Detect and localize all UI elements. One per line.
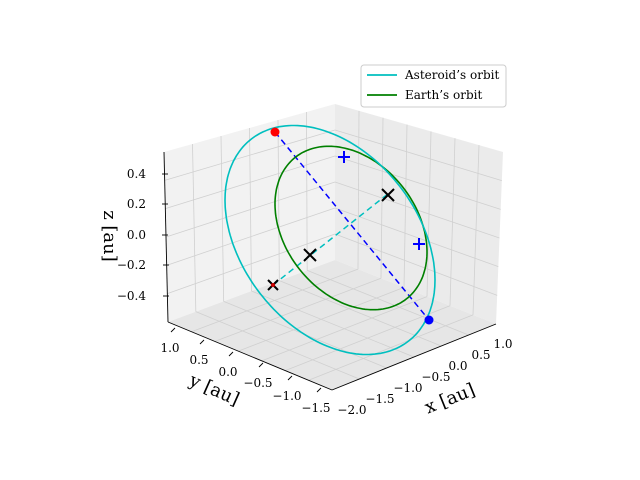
y-tick-label: −1.0 xyxy=(272,389,301,403)
grid-line xyxy=(308,314,474,381)
perihelion-marker xyxy=(424,315,434,325)
plus-marker-upper xyxy=(338,151,350,163)
y-tick-label: 1.0 xyxy=(160,341,179,355)
y-tick-label: 0.0 xyxy=(218,365,237,379)
x-tick-label: 0.0 xyxy=(448,359,467,373)
x-axis-label: x [au] xyxy=(422,379,478,418)
z-axis-line xyxy=(163,151,169,323)
x-tick-label: −0.5 xyxy=(421,370,450,384)
grid-line xyxy=(214,277,382,342)
plus-marker-lower xyxy=(413,238,425,250)
y-tick-label: 0.5 xyxy=(189,353,208,367)
y-tick-mark xyxy=(316,387,322,393)
node-x-marker-2 xyxy=(303,248,317,262)
axis-lines xyxy=(163,151,497,391)
y-axis-line xyxy=(167,321,333,391)
grid-line xyxy=(165,155,336,210)
tick-group: 0.40.20.0−0.2−0.41.00.50.0−0.5−1.0−1.5 −2… xyxy=(117,167,513,417)
grid-line xyxy=(166,207,336,266)
legend-box xyxy=(360,64,507,108)
y-tick-mark xyxy=(170,327,176,333)
grid-line xyxy=(307,269,469,336)
z-tick-label: −0.2 xyxy=(117,258,146,272)
grid-line xyxy=(238,287,405,352)
grid-line xyxy=(195,311,360,380)
grid-line xyxy=(334,233,498,296)
grid-line xyxy=(261,296,428,362)
z-tick-label: 0.2 xyxy=(127,197,146,211)
y-tick-mark xyxy=(228,351,234,357)
legend: Asteroid’s orbit Earth’s orbit xyxy=(360,64,507,108)
nodes-line xyxy=(272,192,390,286)
x-tick-label: −1.0 xyxy=(393,381,422,395)
legend-asteroid-label: Asteroid’s orbit xyxy=(404,68,499,82)
node-x-marker-3 xyxy=(267,279,279,291)
grid-line xyxy=(167,233,336,295)
z-axis-label: z [au] xyxy=(99,210,120,262)
grid-line xyxy=(334,129,502,182)
x-tick-label: 1.0 xyxy=(493,337,512,351)
left-pane xyxy=(164,104,335,322)
asteroid-orbit-series xyxy=(224,124,436,356)
grid-line xyxy=(164,129,336,181)
y-tick-mark xyxy=(199,339,205,345)
y-tick-mark xyxy=(287,375,293,381)
x-tick-label: −1.5 xyxy=(365,392,394,406)
grid-line xyxy=(334,207,499,268)
legend-earth-label: Earth’s orbit xyxy=(405,88,482,102)
z-tick-label: 0.0 xyxy=(127,228,146,242)
y-tick-label: −0.5 xyxy=(243,376,272,390)
node-x-marker-1 xyxy=(381,188,395,202)
x-axis-line xyxy=(331,323,497,391)
y-tick-label: −1.5 xyxy=(301,401,330,415)
z-tick-label: −0.4 xyxy=(117,289,147,303)
grid-line xyxy=(165,181,336,238)
grid-line xyxy=(251,290,415,358)
grid-line xyxy=(284,305,451,371)
x-tick-label: −2.0 xyxy=(337,403,366,417)
y-tick-mark xyxy=(258,362,264,368)
aphelion-marker xyxy=(270,127,280,137)
grid-line xyxy=(334,155,501,210)
x-tick-label: 0.5 xyxy=(471,348,490,362)
apsides-line xyxy=(274,131,430,321)
z-tick-label: 0.4 xyxy=(127,167,146,181)
grid-line xyxy=(191,268,359,333)
